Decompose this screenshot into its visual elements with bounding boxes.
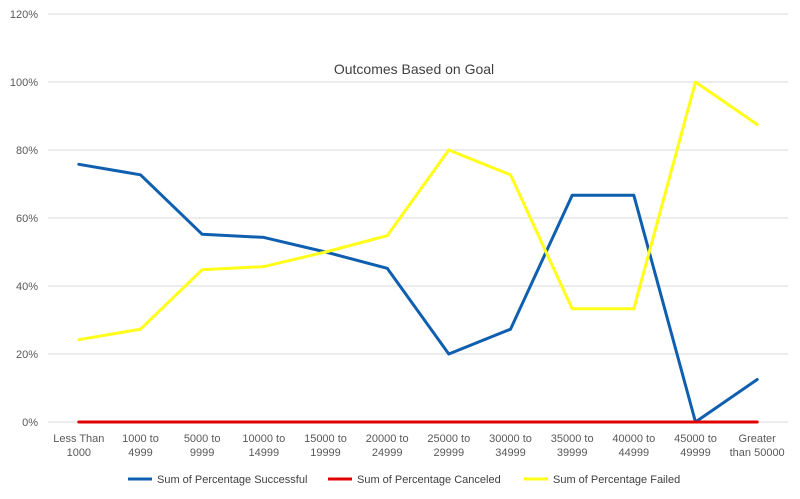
data-point	[447, 148, 451, 152]
data-point	[77, 338, 81, 341]
data-point	[77, 420, 81, 424]
data-point	[385, 234, 389, 237]
axes: 0% 20% 40% 60% 80% 100% 120% Less Than 1000 1000 …	[10, 9, 788, 459]
legend-label: Sum of Percentage Canceled	[357, 474, 501, 486]
data-point	[262, 420, 266, 424]
series-lines	[77, 80, 759, 424]
series-line-1	[77, 162, 759, 424]
y-tick-label: 120%	[10, 9, 38, 21]
data-point	[139, 420, 142, 424]
data-point	[694, 80, 697, 84]
x-tick-label: 40000 to 44999	[612, 433, 655, 459]
data-point	[262, 236, 266, 239]
data-point	[200, 420, 204, 424]
data-point	[200, 268, 204, 271]
data-point	[200, 233, 204, 236]
x-tick-label: 5000 to 9999	[184, 433, 221, 459]
data-point	[509, 173, 512, 177]
data-point	[447, 420, 451, 424]
x-tick-label: 20000 to 24999	[366, 433, 409, 459]
x-tick-label: Less Than 1000	[53, 433, 104, 459]
data-point	[755, 123, 759, 126]
data-point	[570, 307, 574, 310]
x-tick-label: 45000 to 49999	[674, 433, 717, 459]
series-line-3	[77, 80, 759, 342]
data-point	[139, 173, 142, 177]
data-point	[755, 420, 759, 424]
data-point	[632, 420, 636, 424]
x-tick-label: 15000 to 19999	[304, 433, 347, 459]
y-tick-label: 80%	[16, 145, 38, 157]
data-point	[632, 307, 636, 310]
data-point	[324, 250, 327, 254]
y-tick-label: 100%	[10, 77, 38, 89]
chart-title: Outcomes Based on Goal	[334, 61, 494, 77]
y-tick-label: 60%	[16, 213, 38, 225]
data-point	[509, 327, 512, 331]
data-point	[385, 420, 389, 424]
data-point	[262, 265, 266, 268]
data-point	[385, 267, 389, 270]
y-tick-label: 0%	[22, 417, 38, 429]
gridlines	[48, 13, 788, 355]
data-point	[694, 420, 697, 424]
data-point	[139, 327, 142, 331]
data-point	[509, 420, 512, 424]
data-point	[447, 352, 451, 356]
legend-label: Sum of Percentage Successful	[157, 474, 307, 486]
x-tick-label: 35000 to 39999	[551, 433, 594, 459]
data-point	[77, 163, 81, 166]
x-tick-label: 1000 to 4999	[122, 433, 159, 459]
y-tick-label: 20%	[16, 349, 38, 361]
legend: Sum of Percentage Successful Sum of Perce…	[128, 474, 680, 486]
legend-label: Sum of Percentage Failed	[553, 474, 680, 486]
x-tick-label: 25000 to 29999	[427, 433, 470, 459]
x-tick-label: 30000 to 34999	[489, 433, 532, 459]
data-point	[324, 420, 327, 424]
x-tick-label: 10000 to 14999	[242, 433, 285, 459]
x-tick-label: Greater than 50000	[730, 433, 785, 459]
data-point	[755, 378, 759, 381]
y-tick-label: 40%	[16, 281, 38, 293]
data-point	[570, 194, 574, 197]
data-point	[632, 194, 636, 197]
data-point	[570, 420, 574, 424]
